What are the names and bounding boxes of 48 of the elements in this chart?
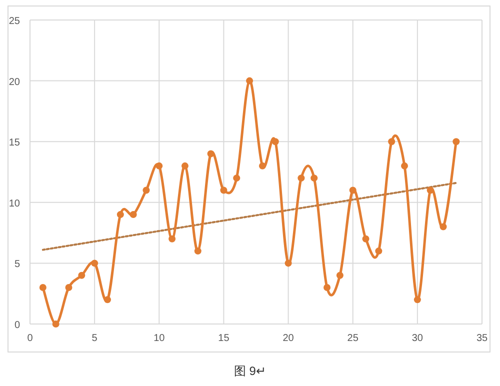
point	[142, 186, 150, 194]
point	[65, 284, 72, 292]
point	[194, 248, 202, 255]
point	[324, 284, 331, 292]
point	[181, 162, 188, 170]
point	[401, 162, 408, 170]
point	[452, 138, 460, 146]
point	[440, 223, 447, 230]
point	[375, 248, 382, 255]
point	[130, 211, 137, 218]
point	[284, 260, 292, 267]
point	[78, 272, 86, 279]
point	[272, 138, 279, 146]
x-tick-label: 10	[154, 333, 166, 344]
point	[156, 162, 163, 170]
y-tick-label: 5	[14, 259, 20, 270]
x-tick-label: 0	[27, 333, 34, 344]
point	[207, 150, 214, 158]
y-tick-label: 10	[8, 198, 20, 210]
point	[91, 260, 98, 267]
point	[310, 174, 318, 182]
y-tick-label: 0	[14, 320, 20, 331]
point	[336, 272, 344, 279]
point	[258, 162, 266, 170]
point	[52, 320, 60, 328]
point	[414, 296, 421, 304]
x-tick-label: 15	[218, 333, 230, 344]
y-tick-label: 20	[8, 76, 20, 88]
point	[426, 186, 434, 194]
point	[298, 174, 305, 182]
point	[388, 138, 396, 146]
point	[349, 186, 356, 194]
point	[168, 235, 176, 242]
x-tick-label: 5	[92, 333, 98, 344]
point	[220, 186, 228, 194]
x-tick-label: 25	[347, 333, 359, 344]
x-tick-label: 20	[282, 333, 294, 344]
x-tick-label: 35	[476, 333, 488, 344]
point	[233, 174, 240, 182]
point	[246, 77, 254, 84]
point	[362, 235, 370, 242]
caption: 图 9↵	[234, 364, 266, 378]
x-tick-label: 30	[412, 333, 424, 344]
y-tick-label: 25	[8, 16, 20, 27]
y-tick-label: 15	[8, 138, 20, 149]
point	[104, 296, 111, 304]
point	[39, 284, 46, 292]
point	[116, 211, 124, 218]
